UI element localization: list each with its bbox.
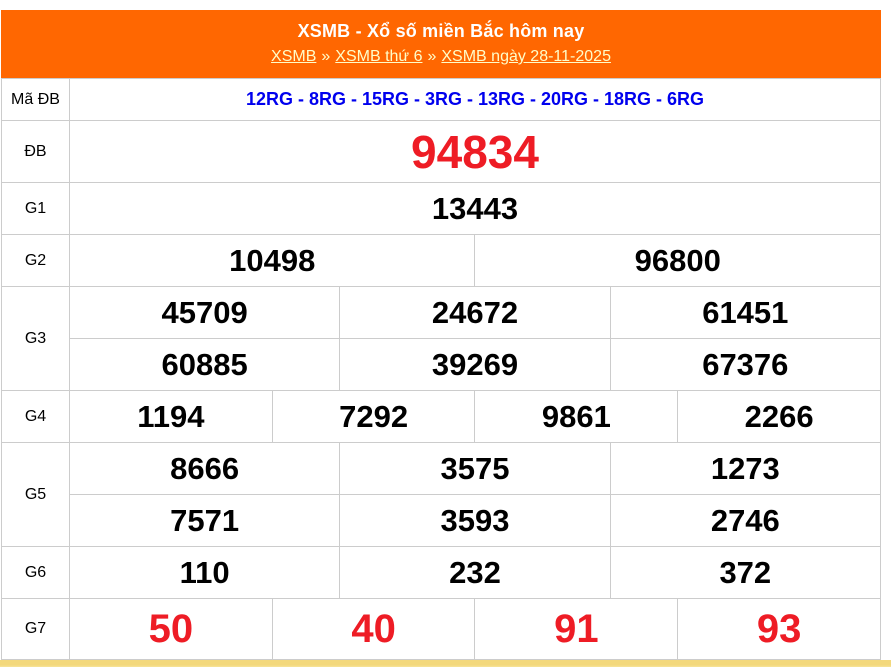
prize-g5-value-2: 3575 — [339, 442, 611, 495]
prize-g1-value: 13443 — [69, 182, 881, 235]
row-g3-1: G3 45709 24672 61451 — [1, 286, 882, 391]
prize-g7-value-3: 91 — [474, 598, 679, 660]
row-label-g3: G3 — [1, 286, 70, 391]
row-label-db: ĐB — [1, 120, 70, 183]
row-g4: G4 1194 7292 9861 2266 — [1, 390, 881, 443]
breadcrumb-link-xsmb[interactable]: XSMB — [271, 48, 317, 65]
footer-strip — [0, 660, 891, 667]
breadcrumb-link-xsmb-thu-6[interactable]: XSMB thứ 6 — [335, 48, 423, 65]
prize-g2-value-1: 10498 — [68, 234, 476, 287]
prize-g4-value-4: 2266 — [677, 390, 881, 443]
row-label-g6: G6 — [1, 546, 70, 599]
row-label-g4: G4 — [1, 390, 70, 443]
prize-g5-value-3: 1273 — [609, 442, 882, 495]
row-g3-2: 60885 39269 67376 — [2, 338, 882, 391]
breadcrumb: XSMB» XSMB thứ 6» XSMB ngày 28-11-2025 — [1, 48, 881, 66]
prize-g3-value-6: 67376 — [609, 338, 882, 391]
row-g7: G7 50 40 91 93 — [1, 598, 881, 660]
page-header: XSMB - Xổ số miền Bắc hôm nay XSMB» XSMB … — [1, 10, 881, 78]
results-table: Mã ĐB 12RG - 8RG - 15RG - 3RG - 13RG - 2… — [1, 78, 882, 660]
row-label-ma-db: Mã ĐB — [1, 78, 70, 121]
prize-g2-value-2: 96800 — [474, 234, 881, 287]
row-label-g1: G1 — [1, 182, 70, 235]
prize-g5-value-6: 2746 — [609, 494, 882, 547]
row-g1: G1 13443 — [1, 182, 881, 235]
prize-g7-value-4: 93 — [677, 598, 881, 660]
prize-g6-value-3: 372 — [609, 546, 882, 599]
page-title: XSMB - Xổ số miền Bắc hôm nay — [297, 21, 585, 41]
prize-g5-value-5: 3593 — [339, 494, 611, 547]
prize-g6-value-2: 232 — [339, 546, 611, 599]
prize-g7-value-1: 50 — [69, 598, 273, 660]
prize-g3-value-5: 39269 — [339, 338, 611, 391]
prize-g3-value-2: 24672 — [339, 286, 611, 339]
breadcrumb-separator: » — [427, 48, 437, 65]
row-label-g5: G5 — [1, 442, 70, 547]
row-label-g7: G7 — [1, 598, 70, 660]
breadcrumb-link-xsmb-ngay[interactable]: XSMB ngày 28-11-2025 — [441, 48, 611, 65]
row-g5-2: 7571 3593 2746 — [2, 494, 882, 547]
top-margin — [0, 0, 891, 10]
prize-code-value: 12RG - 8RG - 15RG - 3RG - 13RG - 20RG - … — [69, 78, 881, 121]
row-db: ĐB 94834 — [1, 120, 881, 183]
prize-g7-value-2: 40 — [271, 598, 476, 660]
prize-g6-value-1: 110 — [68, 546, 341, 599]
prize-g4-value-2: 7292 — [271, 390, 476, 443]
row-g5-1: G5 8666 3575 1273 — [1, 442, 882, 547]
row-g6: G6 110 232 372 — [1, 546, 882, 599]
prize-g4-value-1: 1194 — [69, 390, 273, 443]
prize-g3-value-3: 61451 — [609, 286, 882, 339]
prize-g3-value-1: 45709 — [68, 286, 341, 339]
prize-db-value: 94834 — [69, 120, 881, 183]
row-g2: G2 10498 96800 — [1, 234, 881, 287]
prize-g5-value-4: 7571 — [68, 494, 341, 547]
prize-g4-value-3: 9861 — [474, 390, 679, 443]
row-label-g2: G2 — [1, 234, 70, 287]
prize-g3-value-4: 60885 — [68, 338, 341, 391]
row-ma-db: Mã ĐB 12RG - 8RG - 15RG - 3RG - 13RG - 2… — [1, 78, 881, 121]
prize-g5-value-1: 8666 — [68, 442, 341, 495]
breadcrumb-separator: » — [321, 48, 331, 65]
